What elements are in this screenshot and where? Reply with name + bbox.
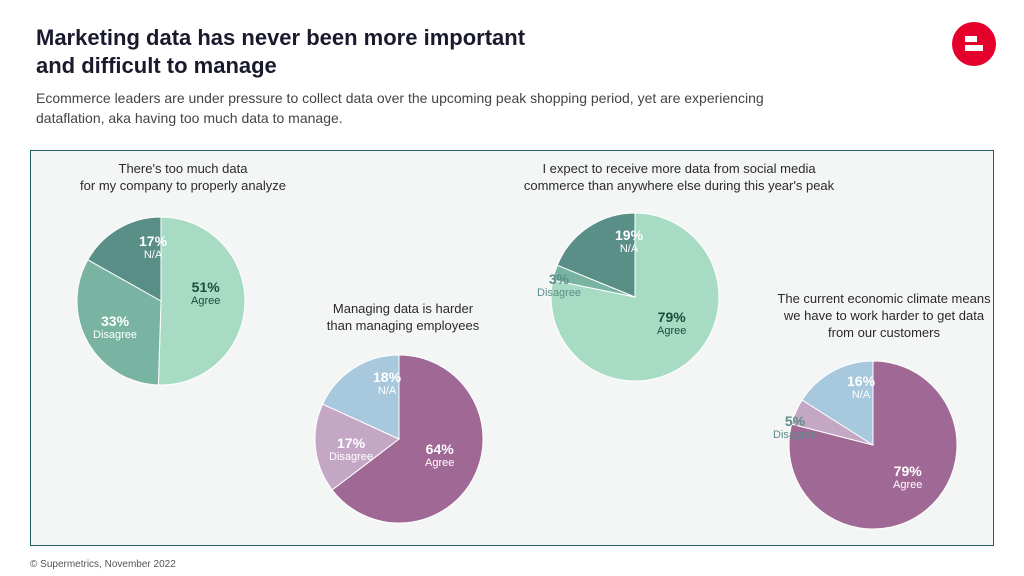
pie-chart — [313, 353, 485, 525]
footnote: © Supermetrics, November 2022 — [30, 559, 176, 570]
charts-panel: There's too much data for my company to … — [30, 150, 994, 546]
title-line-1: Marketing data has never been more impor… — [36, 25, 525, 50]
brand-logo-icon — [952, 22, 996, 66]
page-header: Marketing data has never been more impor… — [0, 0, 1024, 136]
chart-title: The current economic climate means we ha… — [759, 291, 1009, 342]
pie-chart — [549, 211, 721, 383]
pie-chart — [75, 215, 247, 387]
page-title: Marketing data has never been more impor… — [36, 24, 988, 79]
chart-title: There's too much data for my company to … — [63, 161, 303, 195]
pie-slice — [158, 217, 245, 385]
chart-title: Managing data is harder than managing em… — [303, 301, 503, 335]
pie-chart — [787, 359, 959, 531]
chart-title: I expect to receive more data from socia… — [499, 161, 859, 195]
title-line-2: and difficult to manage — [36, 53, 277, 78]
page-subtitle: Ecommerce leaders are under pressure to … — [36, 89, 816, 128]
